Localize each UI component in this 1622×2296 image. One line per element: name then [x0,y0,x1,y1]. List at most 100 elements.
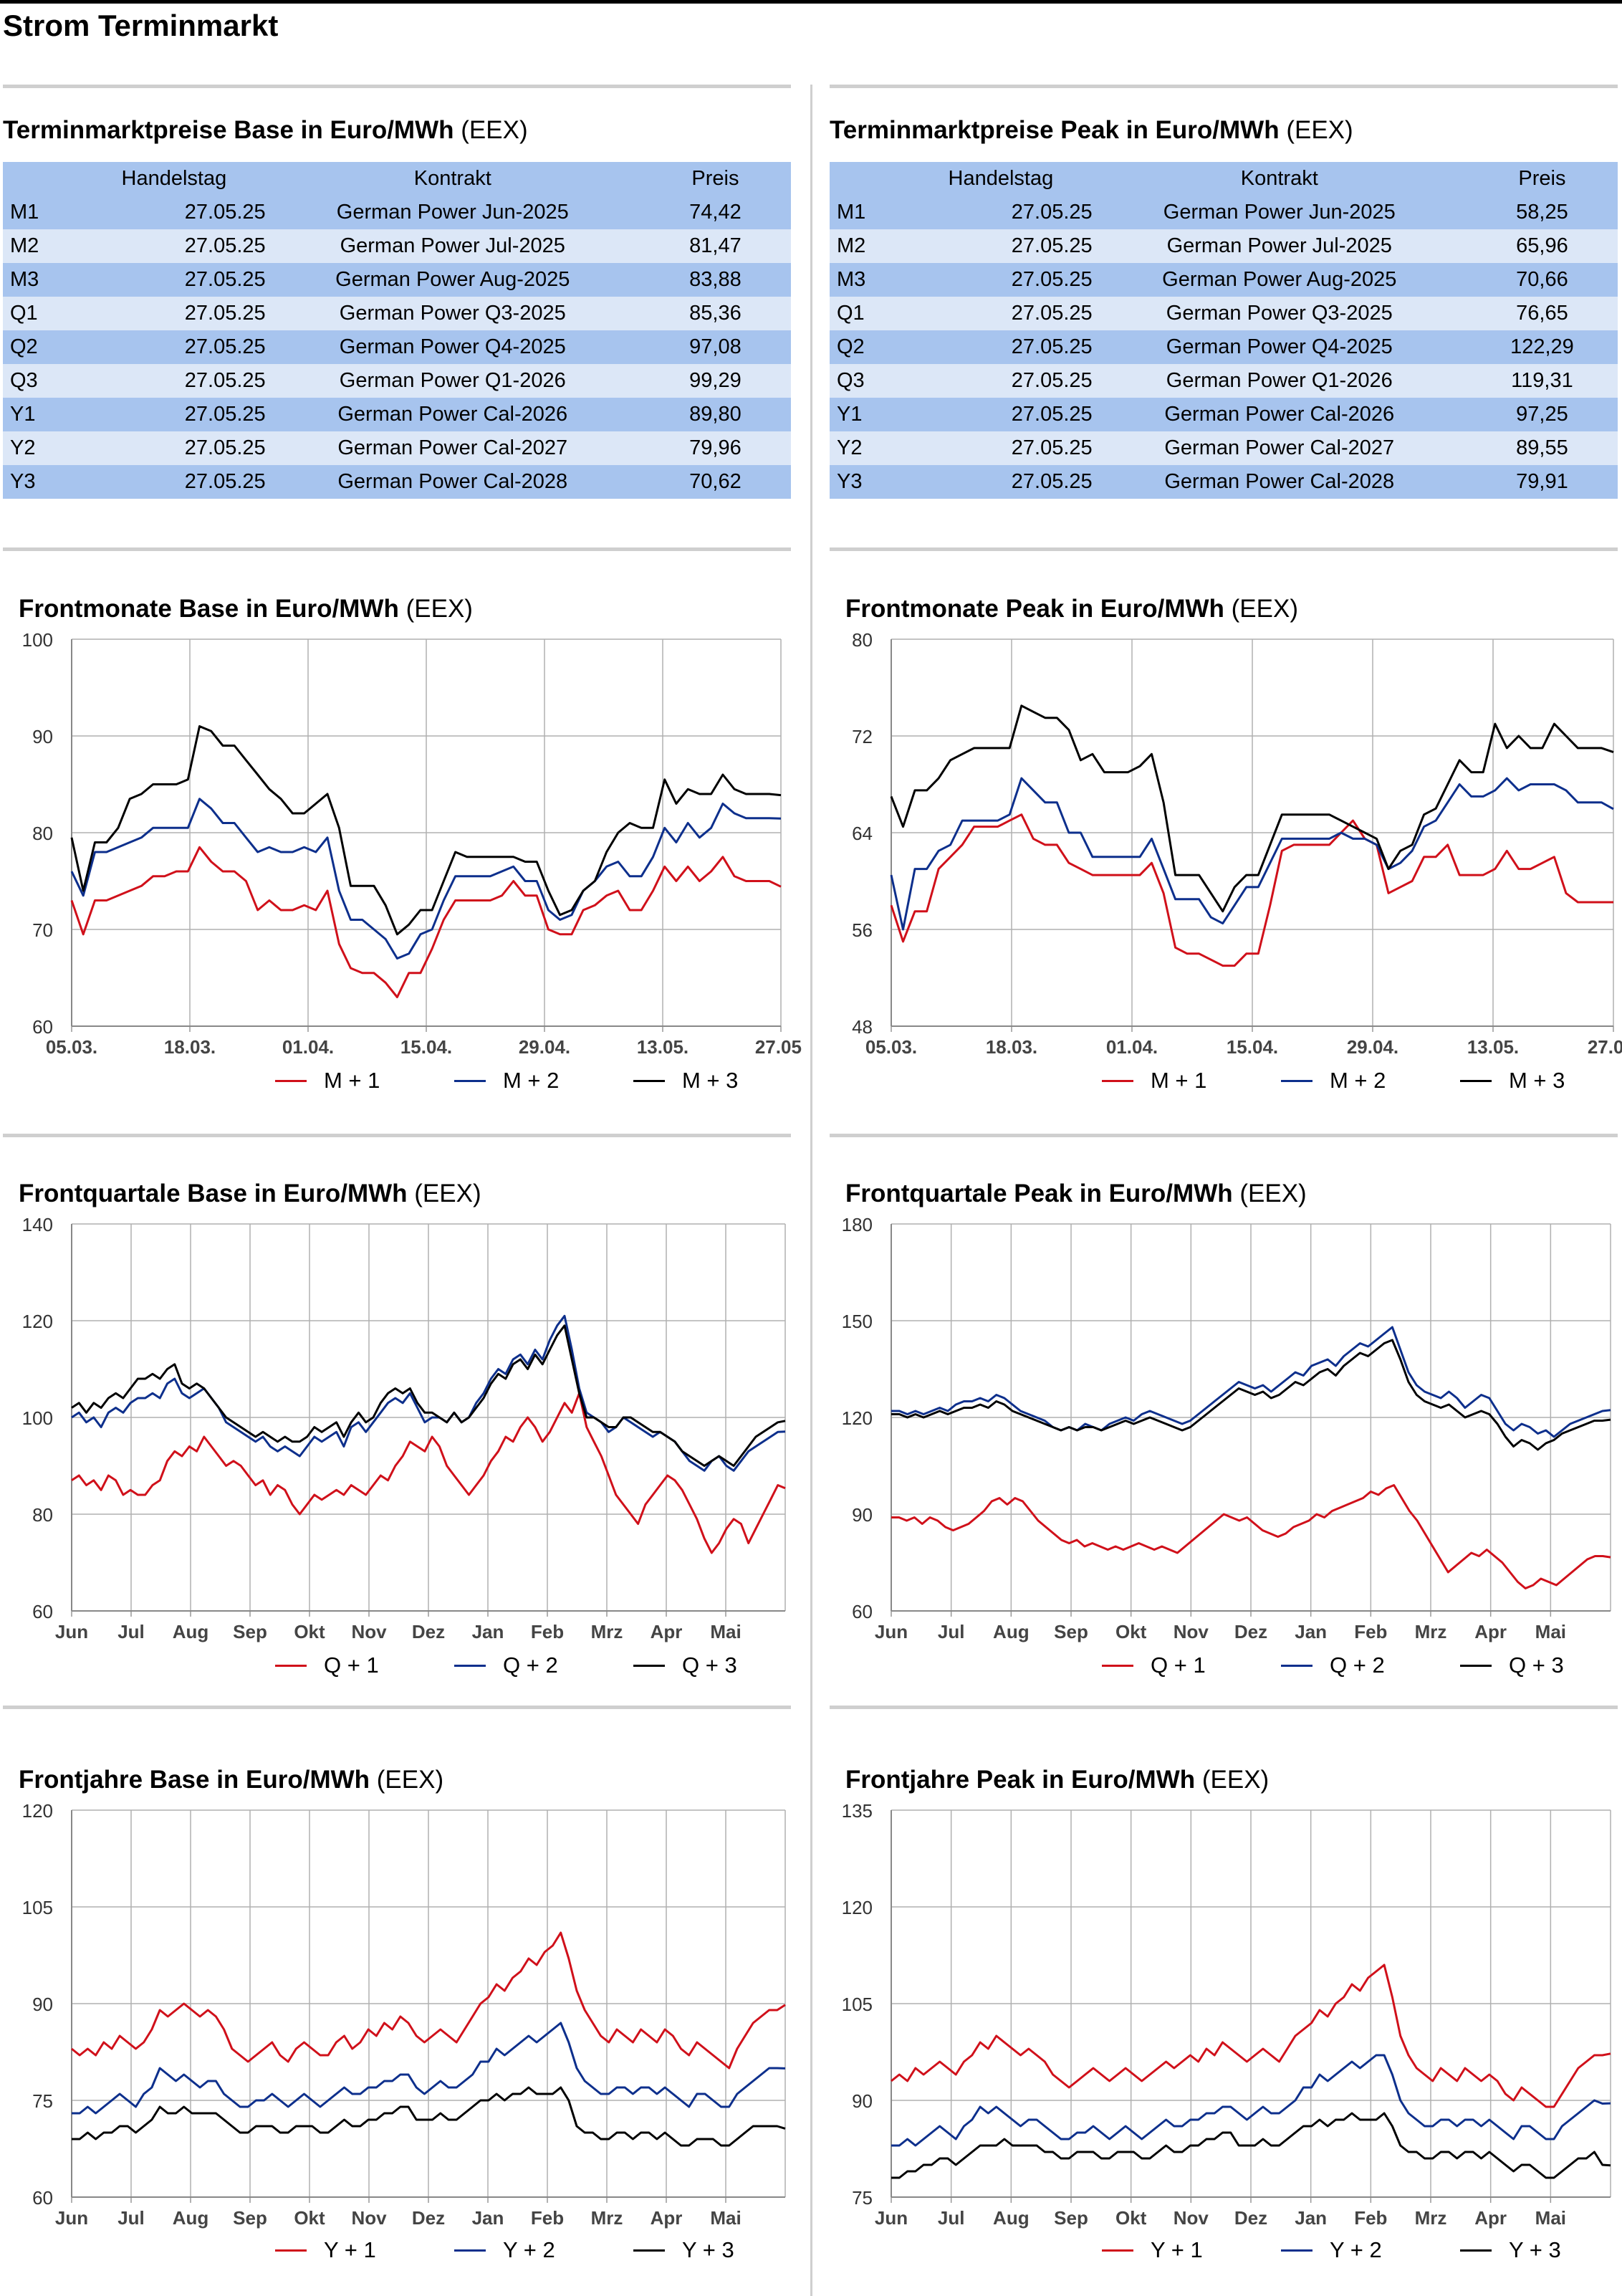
x-tick-label: Mai [710,1621,741,1642]
x-tick-label: Dez [412,2207,445,2229]
series-line-3 [890,704,1614,913]
chart-title-source: (EEX) [376,1766,444,1794]
legend-line-blue [1281,1664,1313,1667]
frontmonate-peak-chart: 48 56 64 72 80 05.03. 18.03. 01.04. 15.04. 29.04.… [852,631,1622,1058]
legend-item: Q + 2 [1281,1652,1460,1678]
x-tick-label: Aug [173,2207,209,2229]
series-line-1 [891,1484,1611,1589]
y-tick-label: 72 [852,726,873,747]
chart-title-main: Frontjahre Peak in Euro/MWh [845,1766,1196,1794]
price-cell: 70,62 [689,470,742,493]
contract-code-cell: M3 [837,268,866,291]
legend-line-black [633,1664,665,1667]
chart-legend: Q + 1 Q + 2 Q + 3 [1102,1652,1622,1678]
y-tick-label: 56 [852,919,873,941]
legend-item: M + 1 [275,1068,454,1094]
contract-code-cell: M3 [10,268,39,291]
table-row: Y2 27.05.25 German Power Cal-2027 79,96 [3,431,791,465]
peak-table-title-main: Terminmarktpreise Peak in Euro/MWh [830,116,1280,144]
legend-line-black [1460,1079,1492,1082]
x-tick-label: Dez [1234,1621,1267,1642]
x-tick-label: Okt [294,1621,325,1642]
contract-name-cell: German Power Q1-2026 [339,369,566,392]
chart-title: Frontmonate Peak in Euro/MWh (EEX) [845,595,1298,623]
trade-date-cell: 27.05.25 [184,369,266,392]
legend-item: M + 3 [1460,1068,1622,1094]
x-tick-label: Apr [1474,1621,1507,1642]
section-divider [3,1706,791,1709]
legend-label: M + 2 [503,1068,560,1093]
x-tick-label: Jun [55,2207,88,2229]
legend-label: Q + 2 [1330,1652,1385,1678]
table-row: Y1 27.05.25 German Power Cal-2026 97,25 [830,398,1618,431]
x-tick-label: Jun [875,2207,908,2229]
legend-item: M + 1 [1102,1068,1281,1094]
legend-item: Y + 3 [1460,2237,1622,2263]
legend-line-blue [1281,2249,1313,2252]
y-tick-label: 60 [852,1601,873,1622]
table-row: M1 27.05.25 German Power Jun-2025 58,25 [830,196,1618,229]
contract-code-cell: Y3 [10,470,36,493]
trade-date-cell: 27.05.25 [184,335,266,358]
x-tick-label: 27.05. [1588,1036,1622,1058]
table-row: M1 27.05.25 German Power Jun-2025 74,42 [3,196,791,229]
table-row: M3 27.05.25 German Power Aug-2025 83,88 [3,263,791,297]
series-line-1 [891,1963,1611,2108]
contract-code-cell: M2 [837,234,866,257]
legend-label: Y + 1 [324,2237,376,2262]
chart-title: Frontmonate Base in Euro/MWh (EEX) [19,595,473,623]
x-tick-label: Jul [938,2207,965,2229]
contract-name-cell: German Power Jul-2025 [1166,234,1392,257]
contract-code-cell: M1 [10,201,39,224]
x-tick-label: 18.03. [986,1036,1037,1058]
y-tick-label: 120 [22,1802,53,1822]
series-line-1 [70,846,782,998]
x-tick-label: Mrz [1415,2207,1447,2229]
contract-code-cell: M1 [837,201,866,224]
y-tick-label: 100 [22,1407,53,1429]
x-tick-label: Nov [1174,1621,1209,1642]
trade-date-cell: 27.05.25 [184,234,266,257]
contract-name-cell: German Power Cal-2028 [337,470,568,493]
chart-title: Frontjahre Peak in Euro/MWh (EEX) [845,1766,1269,1794]
contract-name-cell: German Power Cal-2028 [1164,470,1395,493]
column-header: Handelstag [121,167,227,190]
series-line-2 [891,1326,1611,1438]
frontjahre-base-chart: 60 75 90 105 120 Jun Jul Aug Sep Okt Nov Dez Jan Feb M… [22,1802,786,2229]
x-tick-label: Aug [993,2207,1030,2229]
x-tick-label: 18.03. [164,1036,216,1058]
series-line-3 [891,1339,1611,1451]
legend-item: Q + 1 [1102,1652,1281,1678]
y-tick-label: 135 [842,1802,873,1822]
section-divider [3,1134,791,1137]
legend-item: Y + 2 [454,2237,633,2263]
legend-line-black [633,2249,665,2252]
y-tick-label: 90 [852,2090,873,2112]
series-line-1 [71,1392,786,1554]
legend-line-red [275,1664,307,1667]
contract-name-cell: German Power Cal-2027 [337,436,568,459]
table-row: Y3 27.05.25 German Power Cal-2028 70,62 [3,465,791,499]
price-cell: 83,88 [689,268,742,291]
y-tick-label: 60 [32,1601,53,1622]
legend-item: Y + 1 [275,2237,454,2263]
base-table-title-source: (EEX) [461,116,528,144]
y-tick-label: 105 [842,1994,873,2015]
legend-line-blue [454,1079,486,1082]
base-table-body: M1 27.05.25 German Power Jun-2025 74,42 M2 27… [3,196,791,499]
table-row: Q2 27.05.25 German Power Q4-2025 97,08 [3,330,791,364]
x-tick-label: Apr [1474,2207,1507,2229]
x-tick-label: 05.03. [865,1036,917,1058]
legend-label: Q + 3 [1509,1652,1564,1678]
x-tick-label: 13.05. [1467,1036,1519,1058]
x-tick-label: Sep [1054,1621,1088,1642]
chart-legend: Q + 1 Q + 2 Q + 3 [275,1652,812,1678]
x-tick-label: Jun [875,1621,908,1642]
legend-label: M + 1 [1151,1068,1207,1093]
trade-date-cell: 27.05.25 [184,436,266,459]
trade-date-cell: 27.05.25 [1011,403,1093,426]
contract-code-cell: Y1 [837,403,863,426]
legend-item: M + 2 [1281,1068,1460,1094]
x-tick-label: Sep [233,2207,267,2229]
legend-label: Y + 3 [1509,2237,1561,2262]
